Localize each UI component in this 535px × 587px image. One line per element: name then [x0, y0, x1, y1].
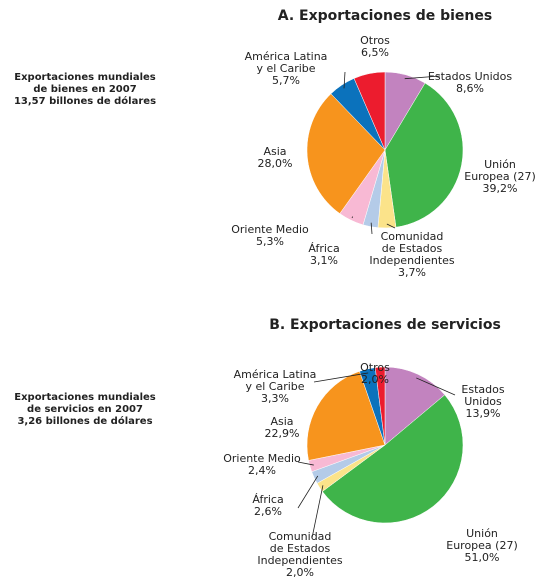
leader-line — [313, 372, 369, 383]
value-label: 3,7% — [398, 266, 426, 279]
category-label: Asia — [270, 415, 293, 428]
value-label: 3,1% — [310, 254, 338, 267]
leader-line — [343, 71, 346, 89]
pie-slice — [353, 71, 386, 151]
pie-slice — [306, 370, 386, 461]
pie-slice — [306, 93, 386, 214]
value-label: 5,3% — [256, 235, 284, 248]
category-label: Oriente Medio — [223, 452, 301, 465]
category-label: Otros — [360, 361, 390, 374]
annotation: Exportaciones mundiales de bienes en 2007… — [14, 72, 156, 107]
category-label: Asia — [263, 145, 286, 158]
category-label: África — [252, 493, 283, 506]
leader-line — [416, 377, 456, 396]
value-label: 3,3% — [261, 392, 289, 405]
value-label: 28,0% — [258, 157, 293, 170]
annotation: Exportaciones mundiales de servicios en 2… — [14, 392, 156, 427]
category-label: Estados Unidos — [428, 70, 512, 83]
value-label: 8,6% — [456, 82, 484, 95]
leader-line — [404, 75, 441, 80]
leader-line — [386, 223, 396, 229]
category-label: Unión Europea (27) — [464, 158, 535, 183]
category-label: Comunidad de Estados Independientes — [257, 530, 343, 567]
leader-line — [351, 216, 354, 219]
value-label: 2,0% — [286, 566, 314, 579]
pie-slice — [374, 366, 386, 446]
category-label: Otros — [360, 34, 390, 47]
chart-title: B. Exportaciones de servicios — [269, 317, 501, 333]
pie-slice — [384, 366, 446, 446]
category-label: Comunidad de Estados Independientes — [369, 230, 455, 267]
category-label: América Latina y el Caribe — [234, 368, 317, 393]
pie-slice — [322, 394, 464, 524]
category-label: África — [308, 242, 339, 255]
leader-line — [311, 485, 324, 539]
value-label: 6,5% — [361, 46, 389, 59]
value-label: 2,0% — [361, 373, 389, 386]
category-label: Oriente Medio — [231, 223, 309, 236]
leader-line — [297, 475, 319, 509]
category-label: Unión Europea (27) — [446, 527, 518, 552]
category-label: América Latina y el Caribe — [245, 50, 328, 75]
pie-slice — [384, 82, 464, 228]
value-label: 39,2% — [483, 182, 518, 195]
value-label: 2,4% — [248, 464, 276, 477]
value-label: 51,0% — [465, 551, 500, 564]
leader-line — [370, 222, 373, 235]
chart-title: A. Exportaciones de bienes — [278, 8, 492, 24]
value-label: 22,9% — [265, 427, 300, 440]
category-label: Estados Unidos — [461, 383, 504, 408]
value-label: 5,7% — [272, 74, 300, 87]
leader-line — [297, 461, 314, 466]
value-label: 13,9% — [466, 407, 501, 420]
value-label: 2,6% — [254, 505, 282, 518]
